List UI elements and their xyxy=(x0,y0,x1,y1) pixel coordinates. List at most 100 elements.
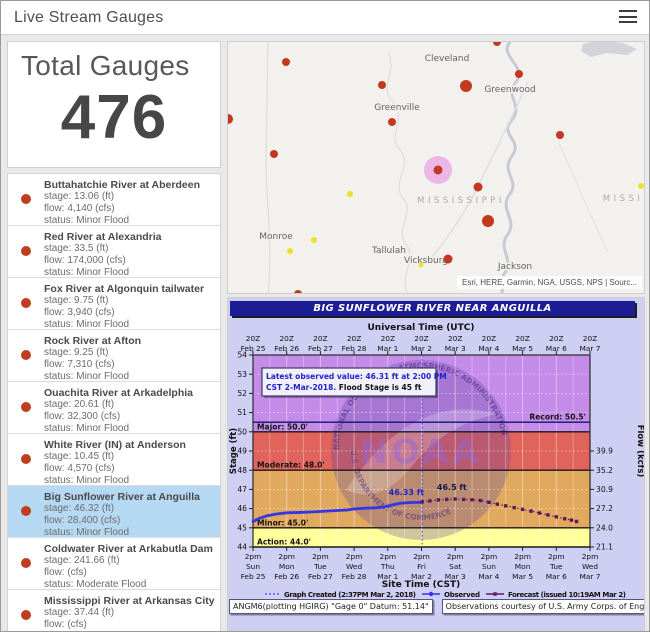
flow-tick-label: 35.2 xyxy=(596,466,613,475)
gauge-list-item[interactable]: White River (IN) at Anderson stage: 10.45… xyxy=(8,434,220,486)
cst-day: Mon xyxy=(515,562,531,571)
gauge-marker-red[interactable] xyxy=(493,42,501,46)
gauge-name: Big Sunflower River at Anguilla xyxy=(44,491,200,503)
gauge-list-item[interactable]: Fox River at Algonquin tailwater stage: 9… xyxy=(8,278,220,330)
gauge-name: Fox River at Algonquin tailwater xyxy=(44,283,205,295)
gauge-list-item[interactable]: Rock River at Afton stage: 9.25 (ft) flow:… xyxy=(8,330,220,382)
utc-date: Mar 6 xyxy=(546,344,567,353)
gauge-flow: flow: (cfs) xyxy=(44,618,87,630)
flood-line-label: Minor: 45.0' xyxy=(257,518,308,527)
cst-time: 2pm xyxy=(346,552,363,561)
cst-day: Sun xyxy=(482,562,496,571)
map-attribution: Esri, HERE, Garmin, NGA, USGS, NPS | Sou… xyxy=(456,276,642,289)
stage-tick-label: 52 xyxy=(237,389,247,398)
gauge-stage: stage: 241.66 (ft) xyxy=(44,555,120,566)
cst-date: Feb 28 xyxy=(342,572,367,581)
forecast-point xyxy=(420,500,424,504)
stage-tick-label: 48 xyxy=(237,466,247,475)
gauge-marker-red[interactable] xyxy=(378,81,386,89)
gauge-list-item[interactable]: Buttahatchie River at Aberdeen stage: 13.… xyxy=(8,174,220,226)
gauge-status: status: Minor Flood xyxy=(44,370,130,382)
gauge-marker-red[interactable] xyxy=(282,58,290,66)
gauge-name: Rock River at Afton xyxy=(44,335,142,347)
cst-time: 2pm xyxy=(582,552,599,561)
cst-day: Fri xyxy=(417,562,426,571)
cst-time: 2pm xyxy=(380,552,397,561)
gauge-list-item[interactable]: Ouachita River at Arkadelphia stage: 20.6… xyxy=(8,382,220,434)
gauge-marker-red[interactable] xyxy=(482,215,494,227)
gauge-list-item[interactable]: Coldwater River at Arkabutla Dam stage: 2… xyxy=(8,538,220,590)
gauge-marker-yellow[interactable] xyxy=(418,262,424,268)
cst-time: 2pm xyxy=(278,552,295,561)
cst-date: Mar 3 xyxy=(445,572,466,581)
cst-time: 2pm xyxy=(245,552,262,561)
gauge-marker-yellow[interactable] xyxy=(287,248,293,254)
map-road-line xyxy=(386,51,411,293)
cst-day: Sat xyxy=(449,562,461,571)
cst-date: Mar 6 xyxy=(546,572,567,581)
utc-tick: 20Z xyxy=(246,334,260,343)
utc-date: Feb 27 xyxy=(308,344,333,353)
gauge-status: status: Minor Flood xyxy=(44,266,130,278)
stage-tick-label: 51 xyxy=(237,408,247,417)
gauge-marker-yellow[interactable] xyxy=(311,237,317,243)
gauge-status-dot xyxy=(21,246,31,256)
cst-time: 2pm xyxy=(447,552,464,561)
gauge-status-dot xyxy=(21,298,31,308)
forecast-point xyxy=(546,513,550,517)
hamburger-menu-icon[interactable] xyxy=(619,10,637,25)
forecast-point xyxy=(461,497,466,502)
gauge-marker-red[interactable] xyxy=(460,80,472,92)
gauge-marker-red[interactable] xyxy=(388,118,396,126)
gauge-status: status: Minor Flood xyxy=(44,214,130,226)
gauge-marker-red[interactable] xyxy=(556,131,564,139)
map-city-label: Cleveland xyxy=(425,54,470,64)
gauge-name: Ouachita River at Arkadelphia xyxy=(44,387,193,399)
cst-time: 2pm xyxy=(548,552,565,561)
forecast-point xyxy=(537,511,542,515)
observed-line xyxy=(251,500,424,523)
cst-day: Wed xyxy=(346,562,362,571)
gauge-status: status: Minor Flood xyxy=(44,422,130,434)
gauge-marker-red[interactable] xyxy=(270,150,278,158)
map-canvas[interactable]: MISSISSIPPI MISSISS Cleveland Greenville Gre… xyxy=(228,42,645,294)
cst-time: 2pm xyxy=(413,552,430,561)
forecast-point xyxy=(504,504,508,508)
chart-title: BIG SUNFLOWER RIVER NEAR ANGUILLA xyxy=(230,301,635,316)
flood-line-label: Major: 50.0' xyxy=(257,422,308,431)
info-box xyxy=(261,367,437,397)
gauge-list-item[interactable]: Big Sunflower River at Anguilla stage: 46… xyxy=(8,486,220,538)
gauge-status: status: Minor Flood xyxy=(44,318,130,330)
stage-tick-label: 53 xyxy=(237,370,247,379)
gauge-marker-red[interactable] xyxy=(228,114,233,124)
utc-date: Mar 4 xyxy=(478,344,499,353)
map-city-label: Jackson xyxy=(497,262,532,272)
gauge-status: status: Moderate Flood xyxy=(44,578,147,590)
cst-time: 2pm xyxy=(514,552,531,561)
gauge-status-dot xyxy=(21,402,31,412)
gauge-stage: stage: 20.61 (ft) xyxy=(44,399,115,410)
gauge-stage: stage: 10.45 (ft) xyxy=(44,451,115,462)
selected-gauge-marker[interactable] xyxy=(433,165,443,175)
gauge-status-dot xyxy=(21,506,31,516)
gauge-flow: flow: 7,310 (cfs) xyxy=(44,358,115,370)
gauge-marker-red[interactable] xyxy=(294,290,302,294)
gauge-marker-red[interactable] xyxy=(473,182,483,192)
stage-tick-label: 54 xyxy=(237,351,247,360)
gauge-marker-red[interactable] xyxy=(443,254,453,264)
gauge-marker-red[interactable] xyxy=(515,70,523,78)
gauge-marker-yellow[interactable] xyxy=(638,183,644,189)
gauge-list-item[interactable]: Red River at Alexandria stage: 33.5 (ft) f… xyxy=(8,226,220,278)
flood-line-label: Record: 50.5' xyxy=(529,413,586,422)
gauge-stage: stage: 46.32 (ft) xyxy=(44,503,115,514)
gauge-marker-yellow[interactable] xyxy=(347,191,353,197)
flow-tick-label: 39.9 xyxy=(596,447,613,456)
total-gauges-value: 476 xyxy=(60,83,168,152)
page-title: Live Stream Gauges xyxy=(14,9,164,26)
utc-date: Mar 3 xyxy=(445,344,466,353)
stage-tick-label: 45 xyxy=(237,523,247,532)
gauge-list-item[interactable]: Mississippi River at Arkansas City stage:… xyxy=(8,590,220,631)
flood-line-label: Action: 44.0' xyxy=(257,538,311,547)
right-axis-title: Flow (kcfs) xyxy=(635,425,645,478)
